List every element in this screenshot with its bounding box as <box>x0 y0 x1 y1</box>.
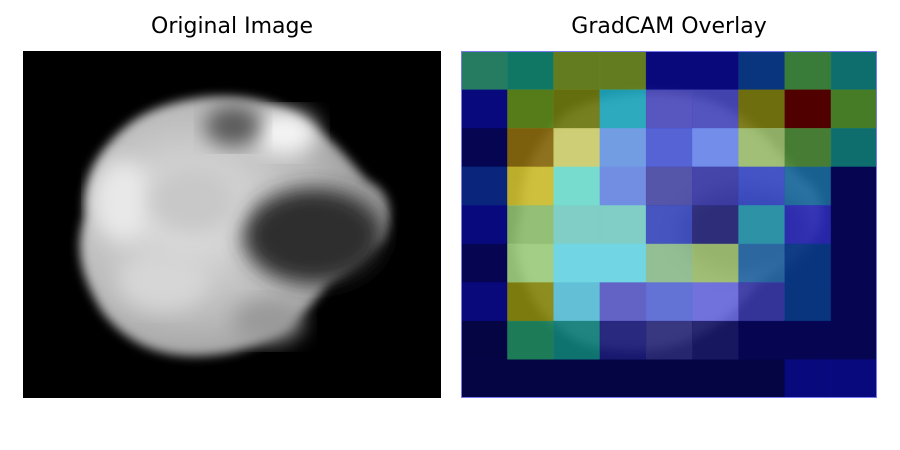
heatmap-cell <box>738 359 786 398</box>
heatmap-cell <box>645 359 693 398</box>
heatmap-cell <box>507 205 554 245</box>
heatmap-cell <box>553 166 601 206</box>
heatmap-cell <box>692 89 739 129</box>
heatmap-cell <box>461 128 508 168</box>
heatmap-cell <box>599 205 647 245</box>
heatmap-cell <box>461 359 508 398</box>
heatmap-cell <box>692 128 739 168</box>
heatmap-cell <box>553 51 601 91</box>
heatmap-cell <box>784 320 832 360</box>
gradcam-heatmap-grid <box>461 51 877 398</box>
heatmap-cell <box>553 282 601 322</box>
heatmap-cell <box>738 128 786 168</box>
heatmap-cell <box>738 89 786 129</box>
heatmap-cell <box>553 89 601 129</box>
heatmap-cell <box>461 51 508 91</box>
heatmap-cell <box>830 282 877 322</box>
heatmap-cell <box>507 359 554 398</box>
heatmap-cell <box>461 282 508 322</box>
heatmap-cell <box>738 166 786 206</box>
original-image-panel <box>23 51 441 398</box>
heatmap-cell <box>507 282 554 322</box>
heatmap-cell <box>645 243 693 283</box>
heatmap-cell <box>645 51 693 91</box>
heatmap-cell <box>645 128 693 168</box>
heatmap-cell <box>461 243 508 283</box>
heatmap-cell <box>507 89 554 129</box>
heatmap-cell <box>599 89 647 129</box>
heatmap-cell <box>738 243 786 283</box>
heatmap-cell <box>830 166 877 206</box>
heatmap-cell <box>507 51 554 91</box>
heatmap-cell <box>830 89 877 129</box>
heatmap-cell <box>461 320 508 360</box>
heatmap-cell <box>784 205 832 245</box>
heatmap-cell <box>692 243 739 283</box>
heatmap-cell <box>738 205 786 245</box>
heatmap-cell <box>784 128 832 168</box>
heatmap-cell <box>784 166 832 206</box>
heatmap-cell <box>507 243 554 283</box>
heatmap-cell <box>599 243 647 283</box>
heatmap-cell <box>784 89 832 129</box>
gradcam-overlay-title: GradCAM Overlay <box>571 14 767 39</box>
heatmap-cell <box>738 51 786 91</box>
heatmap-cell <box>461 205 508 245</box>
heatmap-cell <box>830 51 877 91</box>
heatmap-cell <box>645 89 693 129</box>
original-scan-image <box>23 51 441 398</box>
heatmap-cell <box>599 282 647 322</box>
brain-scan <box>79 96 390 357</box>
heatmap-cell <box>461 166 508 206</box>
gradcam-overlay-panel <box>461 51 877 398</box>
heatmap-cell <box>830 243 877 283</box>
heatmap-cell <box>830 359 877 398</box>
heatmap-cell <box>599 359 647 398</box>
heatmap-cell <box>645 166 693 206</box>
heatmap-cell <box>830 128 877 168</box>
heatmap-cell <box>692 282 739 322</box>
heatmap-cell <box>784 243 832 283</box>
heatmap-cell <box>830 205 877 245</box>
heatmap-cell <box>738 320 786 360</box>
gradcam-overlay-image <box>461 51 877 398</box>
heatmap-cell <box>599 320 647 360</box>
heatmap-cell <box>461 89 508 129</box>
heatmap-cell <box>599 166 647 206</box>
heatmap-cell <box>599 128 647 168</box>
original-image-title: Original Image <box>151 14 313 39</box>
heatmap-cell <box>599 51 647 91</box>
heatmap-cell <box>553 320 601 360</box>
heatmap-cell <box>784 359 832 398</box>
heatmap-cell <box>645 320 693 360</box>
heatmap-cell <box>692 51 739 91</box>
heatmap-cell <box>553 359 601 398</box>
heatmap-cell <box>784 51 832 91</box>
heatmap-cell <box>553 205 601 245</box>
heatmap-cell <box>692 359 739 398</box>
heatmap-cell <box>507 128 554 168</box>
heatmap-cell <box>830 320 877 360</box>
heatmap-cell <box>738 282 786 322</box>
heatmap-cell <box>507 166 554 206</box>
heatmap-cell <box>692 166 739 206</box>
heatmap-cell <box>553 128 601 168</box>
heatmap-cell <box>507 320 554 360</box>
overlay-border <box>461 51 877 398</box>
heatmap-cell <box>784 282 832 322</box>
heatmap-cell <box>553 243 601 283</box>
heatmap-cell <box>692 320 739 360</box>
heatmap-cell <box>645 205 693 245</box>
heatmap-cell <box>692 205 739 245</box>
heatmap-cell <box>645 282 693 322</box>
